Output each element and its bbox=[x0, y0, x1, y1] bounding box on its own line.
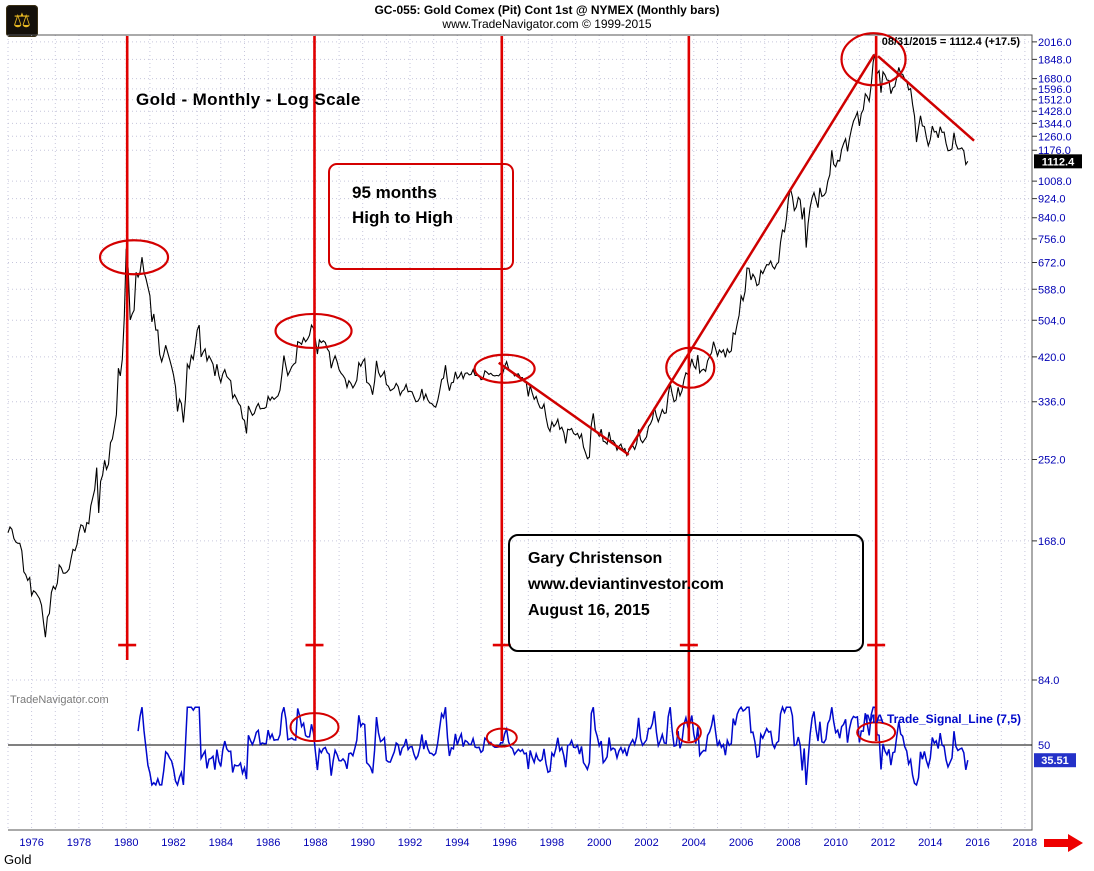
x-axis-label: 1978 bbox=[67, 837, 91, 849]
x-axis-label: 2014 bbox=[918, 837, 942, 849]
high-circle bbox=[98, 239, 170, 276]
credit-website: www.deviantinvestor.com bbox=[528, 576, 724, 593]
indicator-value-badge-label: 35.51 bbox=[1041, 755, 1069, 767]
x-axis-label: 2002 bbox=[634, 837, 658, 849]
gold-scales-icon: ⚖ bbox=[13, 10, 31, 32]
y-axis-label: 1512.0 bbox=[1038, 95, 1072, 107]
y-axis-label: 840.0 bbox=[1038, 213, 1066, 225]
y-axis-label: 672.0 bbox=[1038, 258, 1066, 270]
y-axis-label: 1008.0 bbox=[1038, 176, 1072, 188]
x-axis-label: 1996 bbox=[492, 837, 516, 849]
chart-title: GC-055: Gold Comex (Pit) Cont 1st @ NYME… bbox=[374, 3, 720, 17]
last-price-badge-label: 1112.4 bbox=[1042, 156, 1075, 168]
indicator-value-badge bbox=[1034, 753, 1076, 768]
x-axis-label: 1984 bbox=[209, 837, 233, 849]
watermark: TradeNavigator.com bbox=[10, 694, 109, 706]
x-axis-label: 2008 bbox=[776, 837, 800, 849]
app-logo: ⚖ bbox=[6, 5, 38, 37]
cycle-annotation-line1: 95 months bbox=[352, 183, 438, 202]
x-axis-label: 2010 bbox=[823, 837, 847, 849]
x-axis-label: 2012 bbox=[871, 837, 895, 849]
credit-annotation-box: Gary Christenson www.deviantinvestor.com… bbox=[508, 534, 864, 652]
chart-header: GC-055: Gold Comex (Pit) Cont 1st @ NYME… bbox=[0, 3, 1094, 31]
x-axis-label: 2016 bbox=[965, 837, 989, 849]
y-axis-label: 252.0 bbox=[1038, 454, 1066, 466]
indicator-high-circle bbox=[485, 727, 518, 748]
y-axis-label: 588.0 bbox=[1038, 284, 1066, 296]
y-axis-label: 84.0 bbox=[1038, 675, 1059, 687]
x-axis-label: 1990 bbox=[350, 837, 374, 849]
high-circle bbox=[665, 346, 716, 389]
grid-lines bbox=[7, 35, 1032, 830]
arrow-head bbox=[1068, 834, 1083, 852]
y-axis-label: 924.0 bbox=[1038, 194, 1066, 206]
plot-frame bbox=[8, 34, 1033, 831]
x-axis-label: 1986 bbox=[256, 837, 280, 849]
x-axis-label: 2000 bbox=[587, 837, 611, 849]
x-axis-label: 1982 bbox=[161, 837, 185, 849]
series-tab-gold[interactable]: Gold bbox=[4, 852, 32, 867]
y-axis-label: 756.0 bbox=[1038, 234, 1066, 246]
trend-line bbox=[627, 53, 876, 451]
y-axis-label: 1260.0 bbox=[1038, 131, 1072, 143]
x-axis-label: 1992 bbox=[398, 837, 422, 849]
x-axis-label: 1976 bbox=[19, 837, 43, 849]
y-axis-label: 1848.0 bbox=[1038, 54, 1072, 66]
y-axis-label: 1596.0 bbox=[1038, 84, 1072, 96]
y-axis-label: 1176.0 bbox=[1038, 145, 1071, 157]
price-line bbox=[7, 53, 969, 638]
arrow-shaft bbox=[1044, 839, 1068, 847]
trend-line bbox=[877, 55, 975, 142]
y-axis-label: 2016.0 bbox=[1038, 37, 1072, 49]
copyright-line: www.TradeNavigator.com © 1999-2015 bbox=[442, 17, 652, 31]
high-circle bbox=[274, 312, 353, 350]
indicator-high-circle bbox=[675, 721, 702, 744]
x-axis-label: 1988 bbox=[303, 837, 327, 849]
cycle-annotation-box: 95 months High to High bbox=[328, 163, 514, 270]
y-axis-label: 1344.0 bbox=[1038, 118, 1072, 130]
credit-author: Gary Christenson bbox=[528, 550, 663, 567]
trend-line bbox=[497, 361, 630, 456]
x-axis-label: 1998 bbox=[540, 837, 564, 849]
y-axis-label: 1428.0 bbox=[1038, 106, 1072, 118]
y-axis-label: 336.0 bbox=[1038, 397, 1066, 409]
x-axis-label: 1980 bbox=[114, 837, 138, 849]
chart-annotation-title: Gold - Monthly - Log Scale bbox=[136, 90, 361, 109]
x-axis-label: 1994 bbox=[445, 837, 469, 849]
credit-date: August 16, 2015 bbox=[528, 602, 650, 619]
y-axis-ticks bbox=[1032, 41, 1037, 681]
x-axis-label: 2006 bbox=[729, 837, 753, 849]
indicator-legend: MA Trade_Signal_Line (7,5) bbox=[865, 712, 1021, 726]
last-price-badge bbox=[1034, 154, 1082, 169]
y-axis-label: 420.0 bbox=[1038, 352, 1066, 364]
y-axis-label: 168.0 bbox=[1038, 536, 1066, 548]
indicator-line bbox=[137, 704, 969, 787]
high-circle bbox=[840, 32, 907, 87]
y-axis-label: 504.0 bbox=[1038, 315, 1066, 327]
scroll-right-arrow-icon[interactable] bbox=[1044, 834, 1090, 852]
indicator-level-label: 50 bbox=[1038, 740, 1050, 752]
x-axis-label: 2018 bbox=[1013, 837, 1037, 849]
indicator-high-circle bbox=[289, 712, 340, 743]
cycle-annotation-line2: High to High bbox=[352, 208, 454, 227]
y-axis-label: 1680.0 bbox=[1038, 74, 1072, 86]
high-circle bbox=[473, 353, 536, 384]
last-quote-label: 08/31/2015 = 1112.4 (+17.5) bbox=[881, 36, 1020, 48]
x-axis-label: 2004 bbox=[682, 837, 706, 849]
indicator-high-circle bbox=[856, 721, 897, 744]
